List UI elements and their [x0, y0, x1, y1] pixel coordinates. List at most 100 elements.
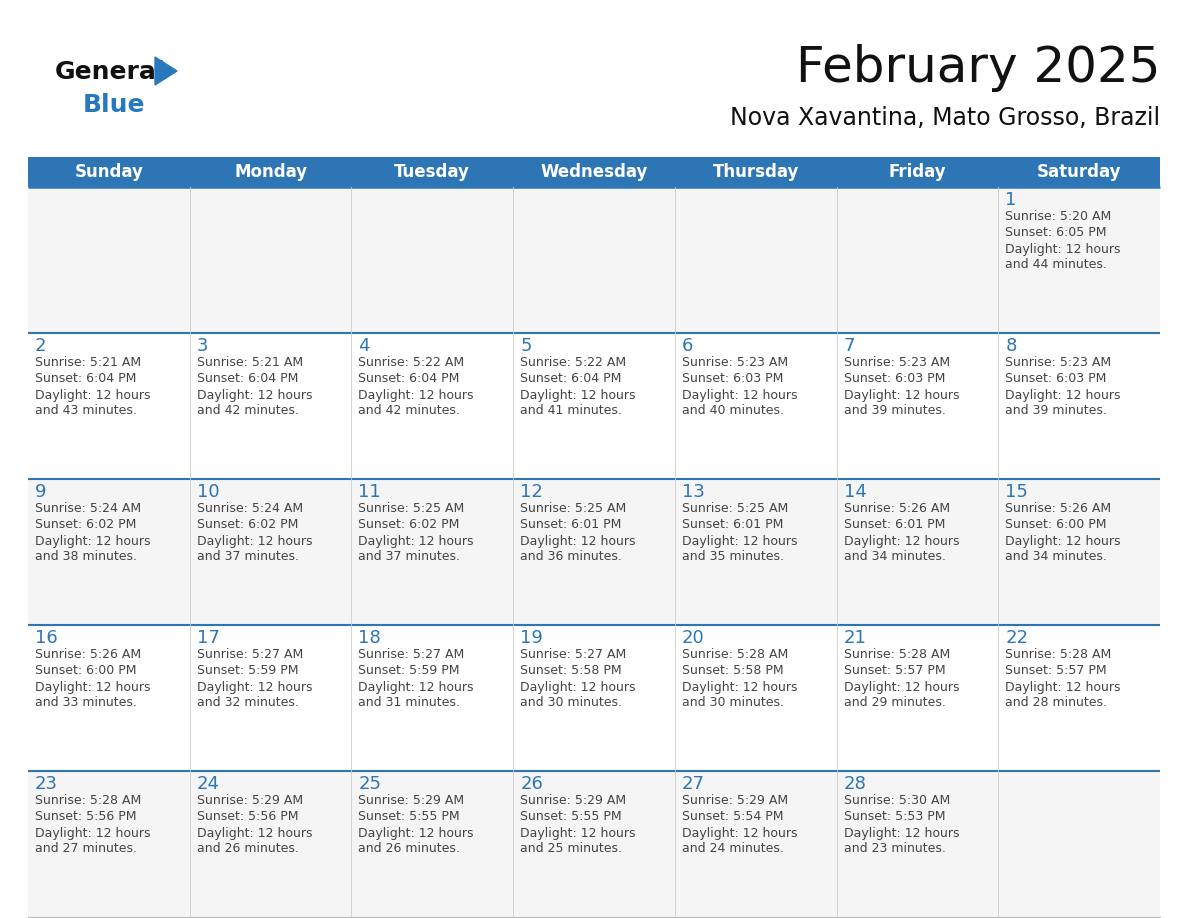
Text: Daylight: 12 hours: Daylight: 12 hours [843, 388, 959, 401]
Text: Daylight: 12 hours: Daylight: 12 hours [843, 826, 959, 839]
Text: Sunset: 5:53 PM: Sunset: 5:53 PM [843, 811, 946, 823]
Text: Daylight: 12 hours: Daylight: 12 hours [359, 826, 474, 839]
Text: 6: 6 [682, 337, 694, 355]
Text: Daylight: 12 hours: Daylight: 12 hours [359, 388, 474, 401]
Text: and 32 minutes.: and 32 minutes. [197, 697, 298, 710]
Text: Daylight: 12 hours: Daylight: 12 hours [843, 534, 959, 547]
Text: and 30 minutes.: and 30 minutes. [520, 697, 623, 710]
Text: Sunrise: 5:23 AM: Sunrise: 5:23 AM [1005, 356, 1112, 370]
Bar [29, 187, 1159, 333]
Bar [29, 479, 1159, 625]
Text: 4: 4 [359, 337, 369, 355]
Text: and 38 minutes.: and 38 minutes. [34, 551, 137, 564]
Text: Daylight: 12 hours: Daylight: 12 hours [520, 388, 636, 401]
Text: 17: 17 [197, 629, 220, 647]
Text: and 39 minutes.: and 39 minutes. [1005, 405, 1107, 418]
Text: Friday: Friday [889, 163, 946, 181]
Text: Sunset: 6:04 PM: Sunset: 6:04 PM [34, 373, 137, 386]
Text: Daylight: 12 hours: Daylight: 12 hours [1005, 534, 1120, 547]
Text: and 37 minutes.: and 37 minutes. [197, 551, 298, 564]
Text: 22: 22 [1005, 629, 1029, 647]
Text: Sunset: 6:04 PM: Sunset: 6:04 PM [520, 373, 621, 386]
Text: Sunset: 6:02 PM: Sunset: 6:02 PM [197, 519, 298, 532]
Text: 25: 25 [359, 775, 381, 793]
Text: Sunset: 5:57 PM: Sunset: 5:57 PM [843, 665, 946, 677]
Text: 13: 13 [682, 483, 704, 501]
Text: Daylight: 12 hours: Daylight: 12 hours [197, 680, 312, 693]
Text: and 43 minutes.: and 43 minutes. [34, 405, 137, 418]
Text: 11: 11 [359, 483, 381, 501]
Text: Sunrise: 5:29 AM: Sunrise: 5:29 AM [197, 794, 303, 808]
Text: 9: 9 [34, 483, 46, 501]
Text: and 33 minutes.: and 33 minutes. [34, 697, 137, 710]
Text: Sunset: 6:05 PM: Sunset: 6:05 PM [1005, 227, 1107, 240]
Text: Sunset: 6:01 PM: Sunset: 6:01 PM [843, 519, 944, 532]
Text: Wednesday: Wednesday [541, 163, 647, 181]
Text: Sunrise: 5:24 AM: Sunrise: 5:24 AM [197, 502, 303, 516]
Text: and 26 minutes.: and 26 minutes. [359, 843, 460, 856]
Text: Daylight: 12 hours: Daylight: 12 hours [197, 388, 312, 401]
Text: Sunrise: 5:29 AM: Sunrise: 5:29 AM [682, 794, 788, 808]
Text: Nova Xavantina, Mato Grosso, Brazil: Nova Xavantina, Mato Grosso, Brazil [729, 106, 1159, 130]
Text: Sunrise: 5:26 AM: Sunrise: 5:26 AM [34, 648, 141, 662]
Text: Sunset: 5:54 PM: Sunset: 5:54 PM [682, 811, 783, 823]
Text: Sunrise: 5:27 AM: Sunrise: 5:27 AM [359, 648, 465, 662]
Text: Sunset: 6:01 PM: Sunset: 6:01 PM [682, 519, 783, 532]
Text: Sunset: 6:00 PM: Sunset: 6:00 PM [1005, 519, 1107, 532]
Bar [29, 157, 1159, 187]
Text: Daylight: 12 hours: Daylight: 12 hours [1005, 388, 1120, 401]
Text: 19: 19 [520, 629, 543, 647]
Text: Sunrise: 5:22 AM: Sunrise: 5:22 AM [520, 356, 626, 370]
Text: 14: 14 [843, 483, 866, 501]
Text: 15: 15 [1005, 483, 1028, 501]
Text: Sunrise: 5:24 AM: Sunrise: 5:24 AM [34, 502, 141, 516]
Text: 7: 7 [843, 337, 855, 355]
Text: and 36 minutes.: and 36 minutes. [520, 551, 623, 564]
Text: Daylight: 12 hours: Daylight: 12 hours [520, 680, 636, 693]
Text: Saturday: Saturday [1037, 163, 1121, 181]
Text: Blue: Blue [83, 93, 145, 117]
Text: 12: 12 [520, 483, 543, 501]
Text: Sunrise: 5:23 AM: Sunrise: 5:23 AM [843, 356, 949, 370]
Text: Monday: Monday [234, 163, 308, 181]
Text: Sunset: 5:57 PM: Sunset: 5:57 PM [1005, 665, 1107, 677]
Text: and 37 minutes.: and 37 minutes. [359, 551, 461, 564]
Text: Daylight: 12 hours: Daylight: 12 hours [34, 534, 151, 547]
Text: General: General [55, 60, 165, 84]
Text: Daylight: 12 hours: Daylight: 12 hours [34, 680, 151, 693]
Text: and 42 minutes.: and 42 minutes. [197, 405, 298, 418]
Text: Sunset: 5:55 PM: Sunset: 5:55 PM [520, 811, 621, 823]
Text: and 34 minutes.: and 34 minutes. [1005, 551, 1107, 564]
Bar [29, 625, 1159, 771]
Text: Daylight: 12 hours: Daylight: 12 hours [843, 680, 959, 693]
Text: Daylight: 12 hours: Daylight: 12 hours [359, 534, 474, 547]
Text: Sunrise: 5:28 AM: Sunrise: 5:28 AM [843, 648, 950, 662]
Text: Sunrise: 5:22 AM: Sunrise: 5:22 AM [359, 356, 465, 370]
Text: Sunrise: 5:20 AM: Sunrise: 5:20 AM [1005, 210, 1112, 223]
Text: Sunset: 6:03 PM: Sunset: 6:03 PM [843, 373, 944, 386]
Text: 20: 20 [682, 629, 704, 647]
Text: Sunset: 5:58 PM: Sunset: 5:58 PM [520, 665, 621, 677]
Text: Sunrise: 5:21 AM: Sunrise: 5:21 AM [197, 356, 303, 370]
Polygon shape [154, 57, 177, 85]
Text: Sunset: 6:04 PM: Sunset: 6:04 PM [197, 373, 298, 386]
Text: Sunset: 5:56 PM: Sunset: 5:56 PM [197, 811, 298, 823]
Text: Thursday: Thursday [713, 163, 798, 181]
Text: and 26 minutes.: and 26 minutes. [197, 843, 298, 856]
Text: Daylight: 12 hours: Daylight: 12 hours [1005, 680, 1120, 693]
Text: Sunrise: 5:23 AM: Sunrise: 5:23 AM [682, 356, 788, 370]
Text: Daylight: 12 hours: Daylight: 12 hours [1005, 242, 1120, 255]
Text: 8: 8 [1005, 337, 1017, 355]
Text: Daylight: 12 hours: Daylight: 12 hours [359, 680, 474, 693]
Text: Sunrise: 5:25 AM: Sunrise: 5:25 AM [520, 502, 626, 516]
Text: and 31 minutes.: and 31 minutes. [359, 697, 460, 710]
Text: Sunset: 5:55 PM: Sunset: 5:55 PM [359, 811, 460, 823]
Text: Sunrise: 5:26 AM: Sunrise: 5:26 AM [843, 502, 949, 516]
Text: Daylight: 12 hours: Daylight: 12 hours [34, 826, 151, 839]
Text: February 2025: February 2025 [796, 44, 1159, 92]
Text: Sunset: 5:58 PM: Sunset: 5:58 PM [682, 665, 783, 677]
Text: Sunrise: 5:28 AM: Sunrise: 5:28 AM [34, 794, 141, 808]
Text: Daylight: 12 hours: Daylight: 12 hours [197, 826, 312, 839]
Text: Sunrise: 5:26 AM: Sunrise: 5:26 AM [1005, 502, 1112, 516]
Text: 3: 3 [197, 337, 208, 355]
